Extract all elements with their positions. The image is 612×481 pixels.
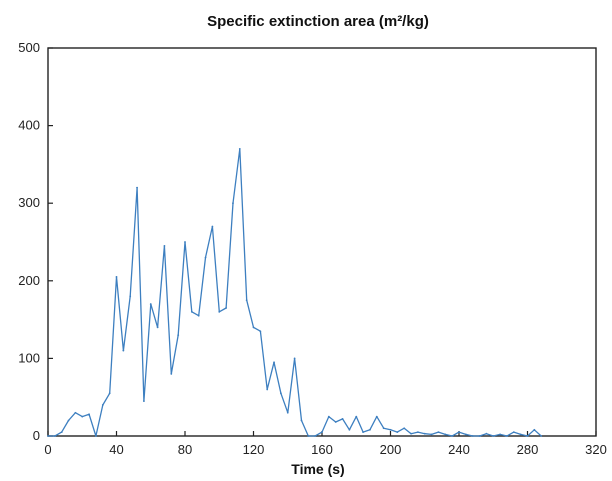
x-tick-label: 280 bbox=[517, 442, 539, 457]
data-point bbox=[190, 310, 193, 313]
data-point bbox=[369, 428, 371, 431]
series-line bbox=[48, 148, 542, 437]
x-tick-label: 200 bbox=[380, 442, 402, 457]
data-point bbox=[47, 435, 49, 437]
data-point bbox=[314, 435, 317, 437]
y-tick-label: 500 bbox=[18, 40, 40, 55]
x-tick-label: 240 bbox=[448, 442, 470, 457]
data-point bbox=[492, 435, 495, 437]
data-point bbox=[232, 202, 234, 205]
data-point bbox=[238, 147, 241, 150]
data-point bbox=[197, 314, 200, 317]
y-tick-label: 400 bbox=[18, 118, 40, 133]
data-point bbox=[396, 431, 399, 434]
chart-title: Specific extinction area (m²/kg) bbox=[207, 13, 429, 30]
data-point bbox=[245, 299, 248, 302]
data-point bbox=[362, 431, 364, 434]
data-point bbox=[321, 431, 323, 434]
y-tick-label: 300 bbox=[18, 195, 40, 210]
data-point bbox=[533, 428, 536, 431]
data-point bbox=[211, 225, 214, 228]
data-point bbox=[266, 388, 269, 391]
data-point bbox=[136, 186, 138, 189]
data-point bbox=[478, 435, 481, 437]
data-point bbox=[184, 241, 186, 243]
data-point bbox=[225, 307, 228, 309]
y-tick-label: 200 bbox=[18, 273, 40, 288]
data-point bbox=[519, 433, 522, 436]
data-point bbox=[417, 431, 419, 434]
x-axis-label: Time (s) bbox=[291, 461, 344, 477]
data-point bbox=[67, 419, 70, 422]
data-point bbox=[177, 334, 180, 337]
data-point bbox=[355, 415, 358, 418]
axis-ticks: 0 40 80 120 160 200 240 280 320 0 100 200 300 400 500 bbox=[18, 40, 607, 457]
data-point bbox=[300, 419, 303, 422]
data-point bbox=[334, 421, 337, 423]
plot-frame bbox=[47, 47, 597, 437]
data-point bbox=[273, 361, 275, 364]
data-point bbox=[341, 418, 344, 420]
x-tick-label: 160 bbox=[311, 442, 333, 457]
data-point bbox=[471, 435, 474, 437]
data-point bbox=[115, 276, 118, 278]
x-tick-label: 0 bbox=[44, 442, 51, 457]
y-tick-label: 100 bbox=[18, 350, 40, 365]
data-point bbox=[403, 427, 406, 430]
data-point bbox=[129, 295, 132, 298]
data-point bbox=[437, 431, 440, 434]
data-point bbox=[499, 433, 501, 436]
series-group bbox=[47, 147, 543, 437]
data-point bbox=[307, 435, 310, 437]
data-point bbox=[101, 404, 104, 406]
x-tick-label: 120 bbox=[243, 442, 265, 457]
data-point bbox=[382, 427, 385, 430]
x-tick-label: 320 bbox=[585, 442, 607, 457]
x-tick-label: 80 bbox=[178, 442, 192, 457]
data-point bbox=[143, 400, 145, 402]
data-point bbox=[464, 433, 467, 436]
data-point bbox=[512, 431, 515, 434]
data-point bbox=[170, 373, 173, 375]
data-point bbox=[149, 303, 152, 305]
data-point bbox=[88, 413, 90, 416]
data-point bbox=[444, 433, 447, 436]
data-point bbox=[74, 411, 77, 414]
data-point bbox=[252, 326, 255, 329]
data-point bbox=[81, 415, 84, 418]
data-point bbox=[60, 431, 63, 434]
data-point bbox=[122, 349, 125, 352]
data-point bbox=[156, 326, 159, 329]
data-point bbox=[430, 433, 433, 436]
data-point bbox=[423, 432, 426, 435]
data-point bbox=[163, 244, 166, 247]
data-point bbox=[95, 435, 97, 437]
data-point bbox=[259, 330, 262, 333]
data-point bbox=[375, 415, 378, 418]
data-point bbox=[506, 435, 508, 437]
data-point bbox=[327, 415, 330, 418]
data-point bbox=[286, 411, 289, 414]
data-point bbox=[410, 432, 412, 435]
data-point bbox=[348, 428, 351, 431]
data-point bbox=[204, 256, 207, 259]
data-point bbox=[526, 435, 529, 437]
y-tick-label: 0 bbox=[33, 428, 40, 443]
data-point bbox=[293, 357, 296, 360]
data-point bbox=[540, 435, 543, 437]
data-point bbox=[451, 435, 454, 437]
data-point bbox=[280, 392, 282, 395]
x-tick-label: 40 bbox=[109, 442, 123, 457]
data-point bbox=[53, 435, 56, 437]
data-point bbox=[218, 310, 221, 313]
data-point bbox=[108, 392, 111, 395]
data-point bbox=[458, 431, 460, 434]
data-point bbox=[389, 428, 392, 431]
data-point bbox=[485, 432, 488, 435]
